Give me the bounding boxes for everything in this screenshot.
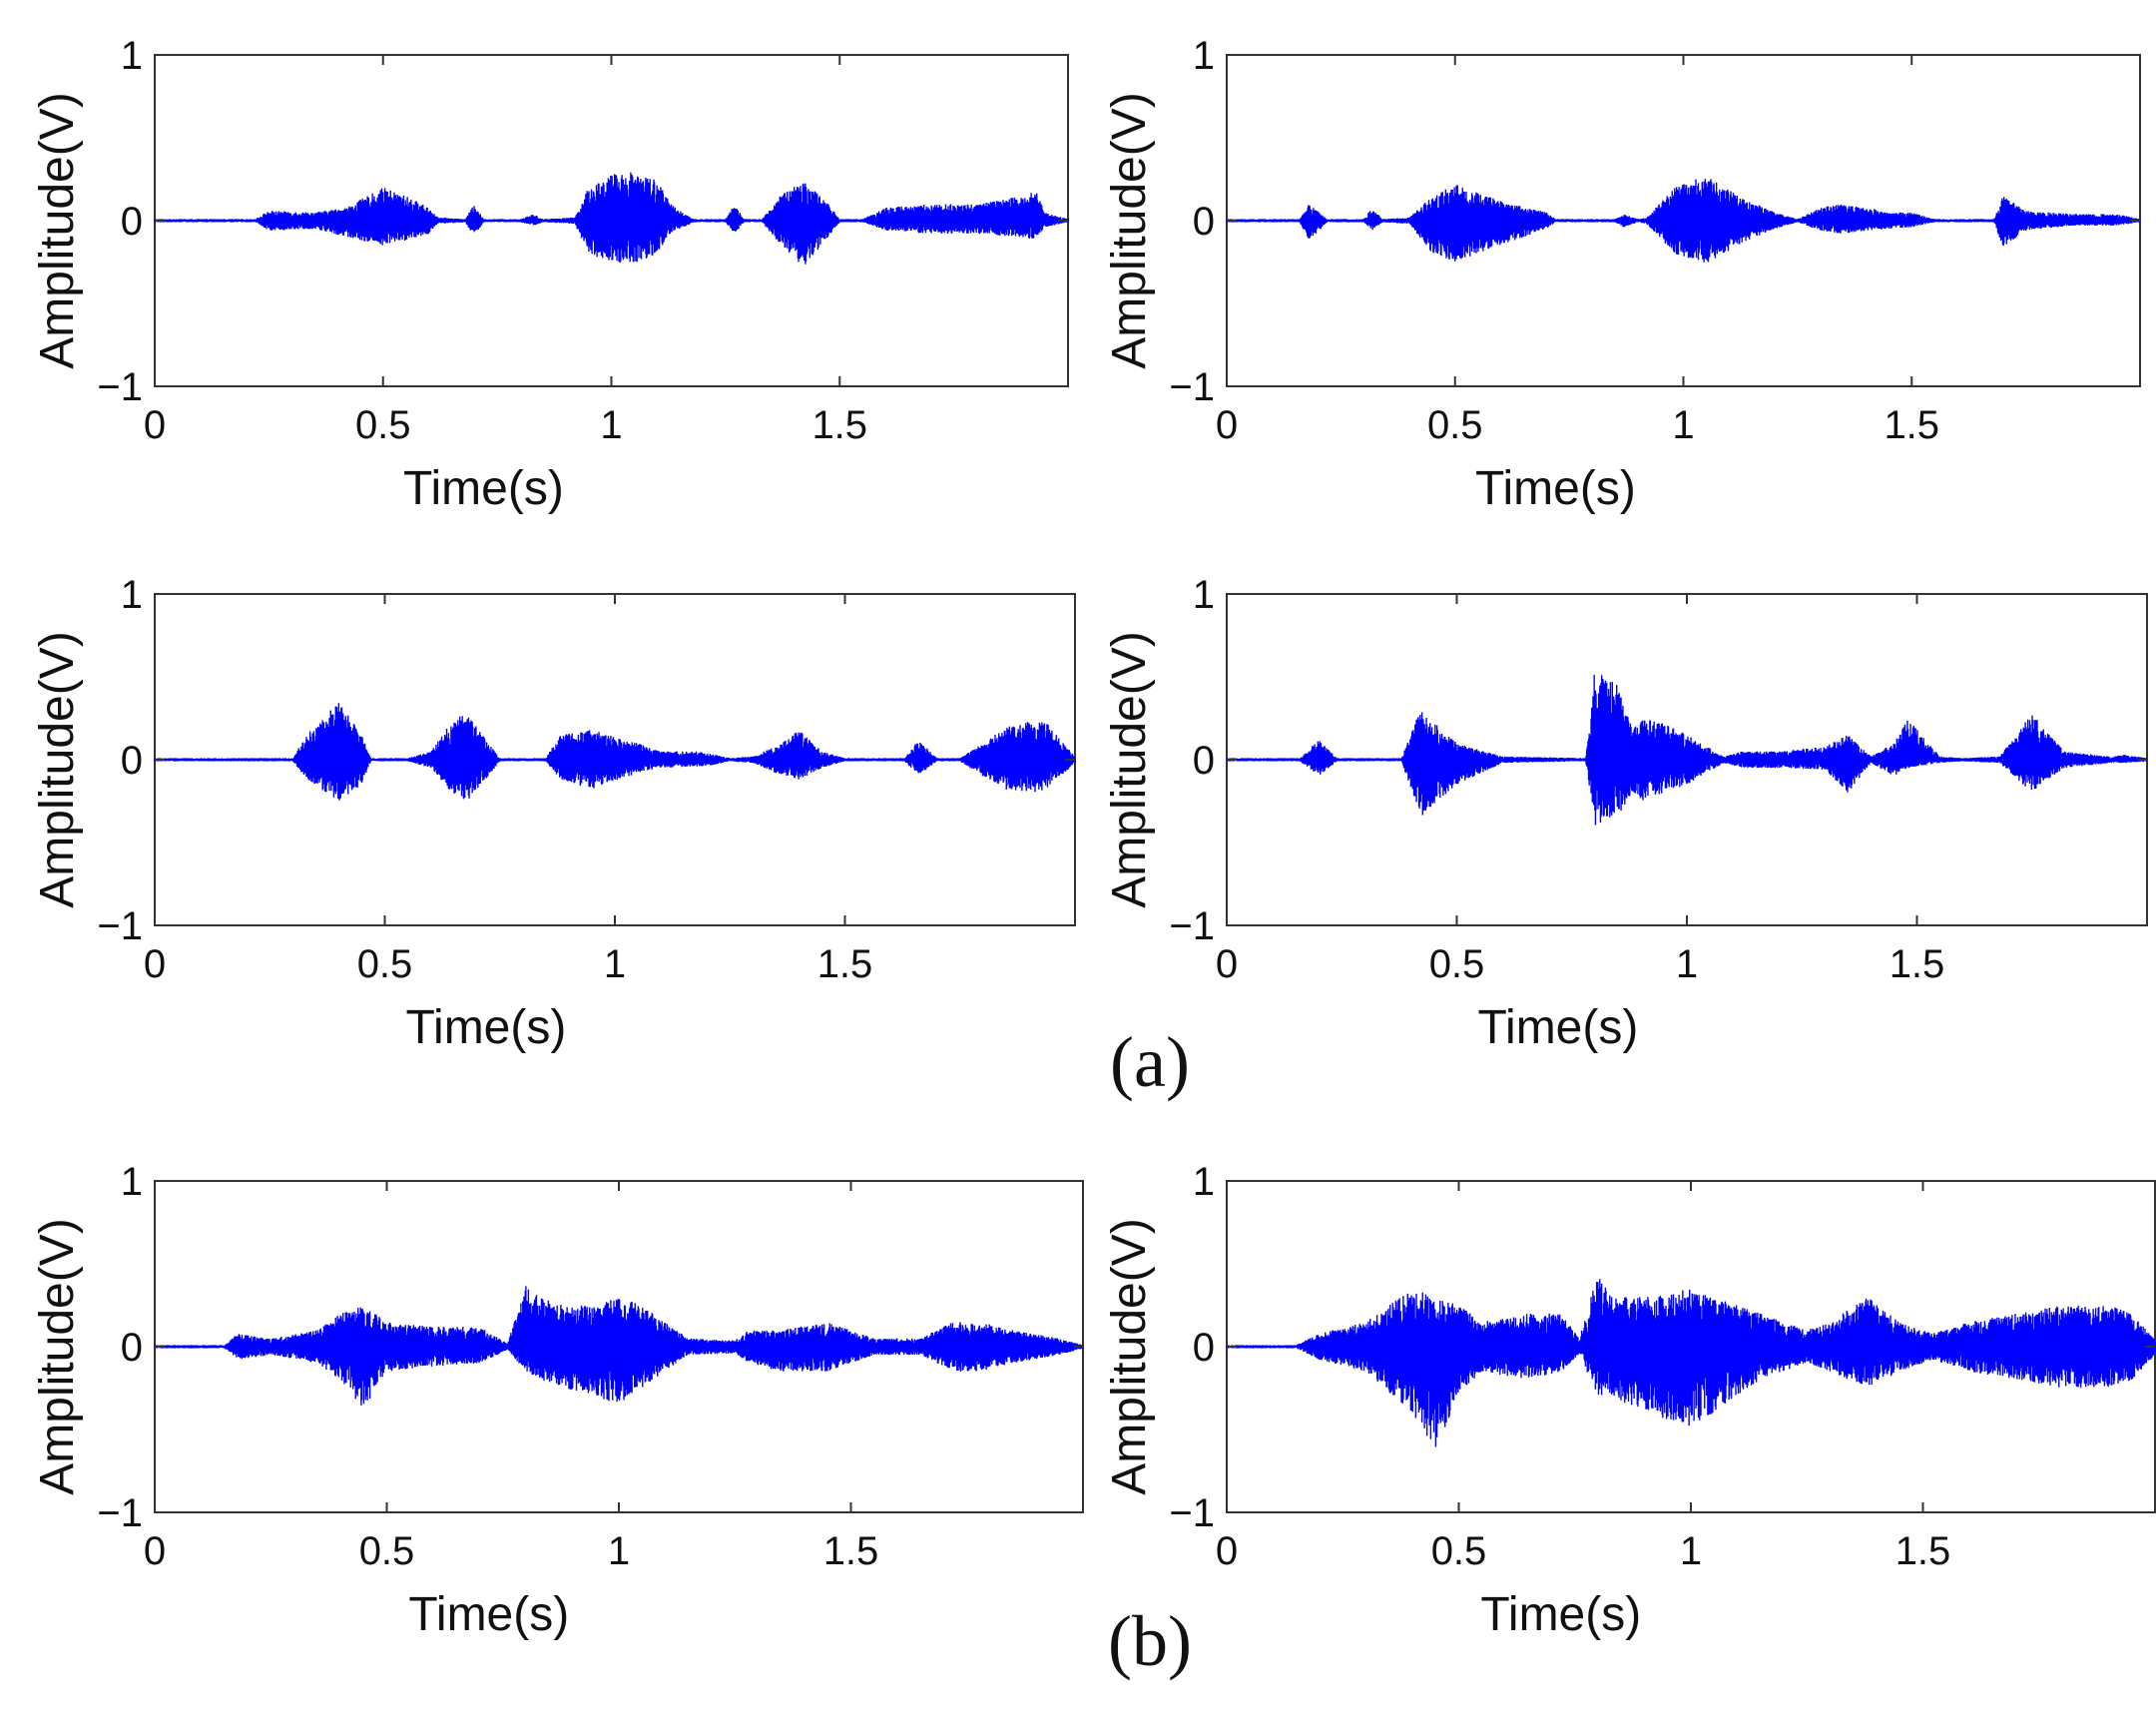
y-tick-label: 1 (121, 34, 143, 78)
x-tick-label: 1.5 (823, 1529, 879, 1573)
y-tick-label: −1 (97, 365, 143, 409)
figure-label-b: (b) (1108, 1601, 1192, 1681)
x-tick-label: 0.5 (359, 1529, 415, 1573)
y-tick-label: 0 (121, 739, 143, 783)
y-tick-label: 1 (1193, 1160, 1215, 1204)
y-tick-label: 0 (1193, 1326, 1215, 1370)
y-tick-label: −1 (1169, 1491, 1215, 1535)
y-tick-label: −1 (1169, 365, 1215, 409)
x-axis-title: Time(s) (1477, 1001, 1638, 1054)
x-tick-label: 0.5 (1431, 1529, 1487, 1573)
x-axis-title: Time(s) (408, 1588, 569, 1641)
x-tick-label: 1.5 (1884, 403, 1939, 447)
y-tick-label: 1 (1193, 34, 1215, 78)
y-axis-title: Amplitude(V) (31, 631, 84, 907)
x-axis-title: Time(s) (1480, 1588, 1641, 1641)
x-tick-label: 1 (608, 1529, 630, 1573)
y-axis-title: Amplitude(V) (31, 92, 84, 368)
x-tick-label: 1 (1672, 403, 1694, 447)
y-axis-title: Amplitude(V) (1103, 92, 1156, 368)
y-axis-title: Amplitude(V) (31, 1218, 84, 1494)
y-tick-label: −1 (97, 904, 143, 948)
x-tick-label: 1.5 (817, 942, 873, 986)
x-tick-label: 1.5 (1895, 1529, 1951, 1573)
y-tick-label: 1 (121, 573, 143, 617)
x-tick-label: 0 (144, 1529, 166, 1573)
y-tick-label: 0 (121, 1326, 143, 1370)
x-axis-title: Time(s) (405, 1001, 566, 1054)
y-axis-title: Amplitude(V) (1103, 1218, 1156, 1494)
x-tick-label: 1 (604, 942, 626, 986)
y-tick-label: 1 (121, 1160, 143, 1204)
x-tick-label: 0.5 (355, 403, 411, 447)
x-tick-label: 1 (600, 403, 622, 447)
x-tick-label: 0 (1216, 942, 1238, 986)
y-tick-label: 0 (121, 200, 143, 244)
x-axis-title: Time(s) (403, 462, 564, 515)
x-tick-label: 0 (144, 403, 166, 447)
y-tick-label: 0 (1193, 739, 1215, 783)
x-axis-title: Time(s) (1475, 462, 1636, 515)
y-tick-label: −1 (97, 1491, 143, 1535)
x-tick-label: 0.5 (1427, 403, 1483, 447)
x-tick-label: 1.5 (811, 403, 867, 447)
figure-label-a: (a) (1110, 1022, 1190, 1102)
x-tick-label: 0 (1216, 403, 1238, 447)
y-axis-title: Amplitude(V) (1103, 631, 1156, 907)
x-tick-label: 1.5 (1889, 942, 1945, 986)
x-tick-label: 1 (1680, 1529, 1702, 1573)
x-tick-label: 0 (1216, 1529, 1238, 1573)
x-tick-label: 0 (144, 942, 166, 986)
x-tick-label: 0.5 (357, 942, 413, 986)
x-tick-label: 0.5 (1429, 942, 1485, 986)
y-tick-label: 0 (1193, 200, 1215, 244)
y-tick-label: 1 (1193, 573, 1215, 617)
x-tick-label: 1 (1676, 942, 1698, 986)
y-tick-label: −1 (1169, 904, 1215, 948)
